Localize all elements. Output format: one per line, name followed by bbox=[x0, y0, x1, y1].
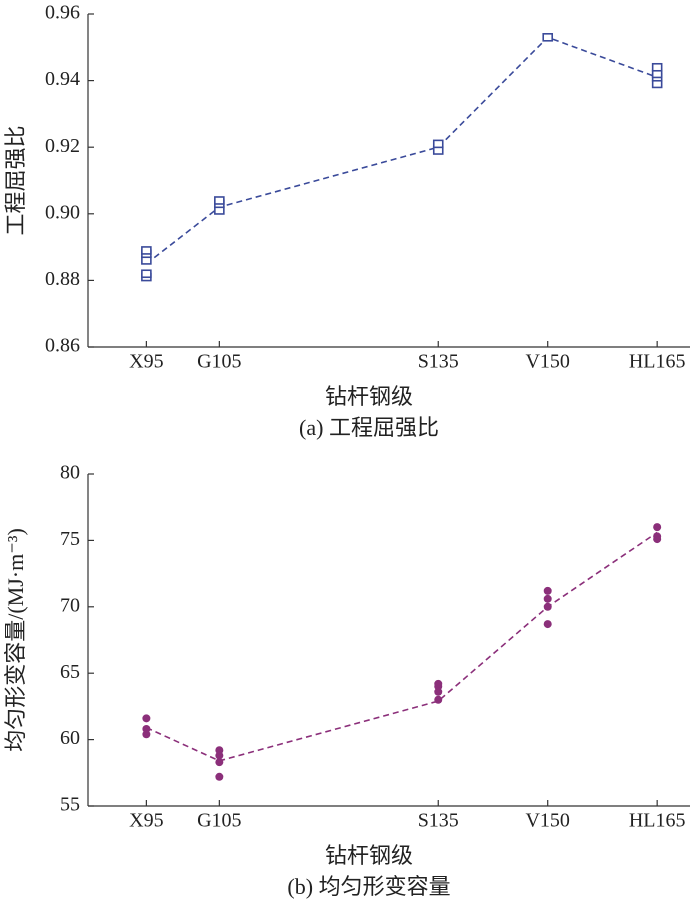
y-tick-label: 60 bbox=[60, 727, 80, 749]
sample-point bbox=[215, 772, 224, 781]
x-tick-label: G105 bbox=[197, 351, 241, 373]
y-tick-label: 75 bbox=[60, 528, 80, 550]
x-tick-label: X95 bbox=[129, 351, 163, 373]
y-tick-label: 0.96 bbox=[45, 2, 80, 24]
x-tick-label: X95 bbox=[129, 810, 163, 832]
y-tick-label: 80 bbox=[60, 462, 80, 484]
x-axis-label: 钻杆钢级 bbox=[325, 843, 413, 868]
y-tick-label: 0.86 bbox=[45, 335, 80, 357]
caption: (a) 工程屈强比 bbox=[299, 415, 439, 440]
y-tick-label: 65 bbox=[60, 661, 80, 683]
x-tick-label: V150 bbox=[525, 810, 569, 832]
x-tick-label: HL165 bbox=[629, 351, 686, 373]
sample-point bbox=[543, 586, 552, 595]
y-tick-label: 55 bbox=[60, 794, 80, 816]
x-tick-label: HL165 bbox=[629, 810, 686, 832]
x-tick-label: S135 bbox=[418, 810, 459, 832]
sample-point bbox=[432, 139, 444, 149]
sample-point bbox=[653, 523, 662, 532]
y-tick-label: 0.92 bbox=[45, 135, 80, 157]
y-tick-label: 0.88 bbox=[45, 268, 80, 290]
x-tick-label: G105 bbox=[197, 810, 241, 832]
sample-point bbox=[142, 724, 151, 733]
sample-point bbox=[543, 620, 552, 629]
x-axis-label: 钻杆钢级 bbox=[325, 384, 413, 409]
sample-point bbox=[434, 695, 443, 704]
sample-point bbox=[542, 33, 554, 42]
y-axis-label: 均匀形变容量/(MJ·m⁻³) bbox=[3, 528, 28, 752]
mean-line bbox=[146, 531, 658, 762]
sample-point bbox=[141, 269, 152, 279]
x-tick-label: S135 bbox=[418, 351, 459, 373]
sample-point bbox=[653, 532, 662, 541]
sample-point bbox=[215, 746, 224, 755]
y-tick-label: 0.90 bbox=[45, 201, 80, 223]
mean-line bbox=[145, 36, 658, 265]
y-axis-label: 工程屈强比 bbox=[3, 125, 28, 235]
y-tick-label: 0.94 bbox=[45, 68, 80, 90]
sample-point bbox=[215, 758, 224, 767]
sample-point bbox=[214, 196, 225, 205]
x-tick-label: V150 bbox=[525, 351, 569, 373]
sample-point bbox=[543, 594, 552, 603]
sample-point bbox=[142, 714, 151, 723]
sample-point bbox=[651, 62, 663, 72]
y-tick-label: 70 bbox=[60, 594, 80, 616]
caption: (b) 均匀形变容量 bbox=[287, 874, 450, 899]
sample-point bbox=[141, 246, 152, 255]
sample-point bbox=[434, 679, 443, 688]
sample-point bbox=[543, 602, 552, 611]
